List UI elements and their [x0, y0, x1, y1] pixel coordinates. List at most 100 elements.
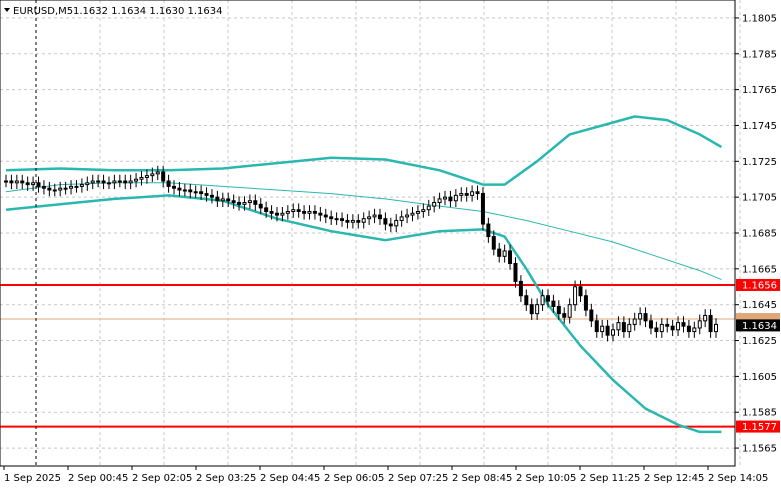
- candle-bull: [437, 198, 442, 204]
- candle-bear: [480, 193, 485, 225]
- candle-bull: [112, 180, 117, 184]
- candle-bull: [627, 323, 632, 333]
- candle-bear: [25, 182, 30, 186]
- candle-bull: [372, 214, 377, 218]
- candle-bear: [199, 191, 204, 195]
- candle-bull: [611, 329, 616, 336]
- candle-bear: [264, 207, 269, 212]
- x-tick-label: 2 Sep 04:45: [260, 473, 320, 484]
- candle-bear: [605, 325, 610, 336]
- candle-bear: [464, 193, 469, 196]
- candle-bull: [394, 219, 399, 227]
- candle-bull: [31, 182, 36, 186]
- candle-bull: [134, 178, 139, 182]
- candle-bull: [14, 180, 19, 184]
- candle-bull: [69, 185, 74, 189]
- candle-bull: [242, 202, 247, 205]
- candle-bull: [150, 173, 155, 177]
- candle-bull: [421, 209, 426, 212]
- candle-bull: [540, 295, 545, 306]
- triangle-down-icon[interactable]: [4, 8, 10, 12]
- candle-bear: [215, 196, 220, 202]
- candle-bull: [361, 218, 366, 223]
- candle-bull: [247, 200, 252, 204]
- candle-bull: [432, 202, 437, 207]
- price-levels: [0, 283, 735, 428]
- candle-bear: [161, 171, 166, 182]
- candle-bear: [47, 187, 52, 191]
- candle-bull: [567, 304, 572, 318]
- level-price-label: 1.1656: [742, 280, 777, 291]
- candle-bear: [621, 322, 626, 333]
- candle-bull: [410, 212, 415, 216]
- x-tick-label: 2 Sep 06:05: [324, 473, 384, 484]
- candle-bull: [573, 286, 578, 306]
- x-tick-label: 2 Sep 03:25: [196, 473, 256, 484]
- y-tick-label: 1.1685: [742, 229, 777, 240]
- candle-bull: [144, 175, 149, 178]
- x-tick-label: 2 Sep 10:05: [516, 473, 576, 484]
- candle-bull: [697, 320, 702, 329]
- candle-bear: [551, 300, 556, 307]
- x-tick-label: 2 Sep 07:25: [388, 473, 448, 484]
- y-tick-label: 1.1705: [742, 193, 777, 204]
- candle-bear: [9, 180, 14, 184]
- ohlc-values: 1.1632 1.1634 1.1630 1.1634: [73, 6, 223, 17]
- candle-bear: [253, 200, 258, 205]
- candle-bull: [117, 180, 122, 183]
- candle-bear: [518, 280, 523, 297]
- y-tick-label: 1.1785: [742, 49, 777, 60]
- candle-bear: [226, 198, 231, 202]
- candle-bear: [508, 250, 513, 264]
- candle-bull: [632, 318, 637, 325]
- time-axis[interactable]: 1 Sep 2025 2 Sep 00:45 2 Sep 02:05 2 Sep 03…: [3, 466, 768, 484]
- y-tick-label: 1.1665: [742, 264, 777, 275]
- candle-bull: [676, 322, 681, 331]
- y-tick-label: 1.1585: [742, 408, 777, 419]
- candle-bear: [491, 236, 496, 250]
- candle-bull: [692, 327, 697, 333]
- candle-bull: [193, 191, 198, 194]
- candle-bull: [703, 314, 708, 322]
- candle-bear: [388, 223, 393, 227]
- candle-bear: [556, 305, 561, 315]
- candle-bear: [670, 325, 675, 331]
- candle-bear: [383, 218, 388, 225]
- candle-bull: [334, 218, 339, 221]
- candle-bear: [269, 210, 274, 214]
- candle-bull: [470, 191, 475, 196]
- candle-bull: [350, 219, 355, 223]
- candle-bull: [96, 180, 101, 183]
- candle-bull: [74, 185, 79, 188]
- price-axis[interactable]: 1.1805 1.1785 1.1765 1.1745 1.1725 1.1705 1.16…: [735, 13, 780, 455]
- candle-bear: [296, 209, 301, 212]
- candle-bull: [600, 325, 605, 333]
- x-tick-label: 2 Sep 08:45: [452, 473, 512, 484]
- candle-bear: [172, 185, 177, 189]
- current-price-label: 1.1634: [742, 321, 777, 332]
- candle-bull: [79, 184, 84, 187]
- level-price-badge: [736, 278, 780, 291]
- candle-bear: [594, 320, 599, 333]
- x-tick-label: 2 Sep 00:45: [68, 473, 128, 484]
- candle-bear: [448, 196, 453, 202]
- candle-bear: [177, 187, 182, 191]
- candle-bear: [204, 193, 209, 196]
- candle-bull: [4, 180, 8, 183]
- symbol-header[interactable]: EURUSD,M5 1.1632 1.1634 1.1630 1.1634: [4, 6, 223, 17]
- candle-bear: [545, 295, 550, 302]
- candle-bear: [665, 323, 670, 327]
- candle-bear: [648, 320, 653, 329]
- x-tick-label: 2 Sep 14:05: [708, 473, 768, 484]
- candle-bear: [486, 223, 491, 238]
- candle-bear: [562, 313, 567, 318]
- candle-bull: [106, 182, 111, 185]
- candle-bull: [139, 176, 144, 180]
- y-tick-label: 1.1765: [742, 85, 777, 96]
- candle-bear: [209, 194, 214, 198]
- candle-bear: [166, 180, 171, 187]
- candle-bull: [280, 212, 285, 216]
- candle-bull: [128, 180, 133, 184]
